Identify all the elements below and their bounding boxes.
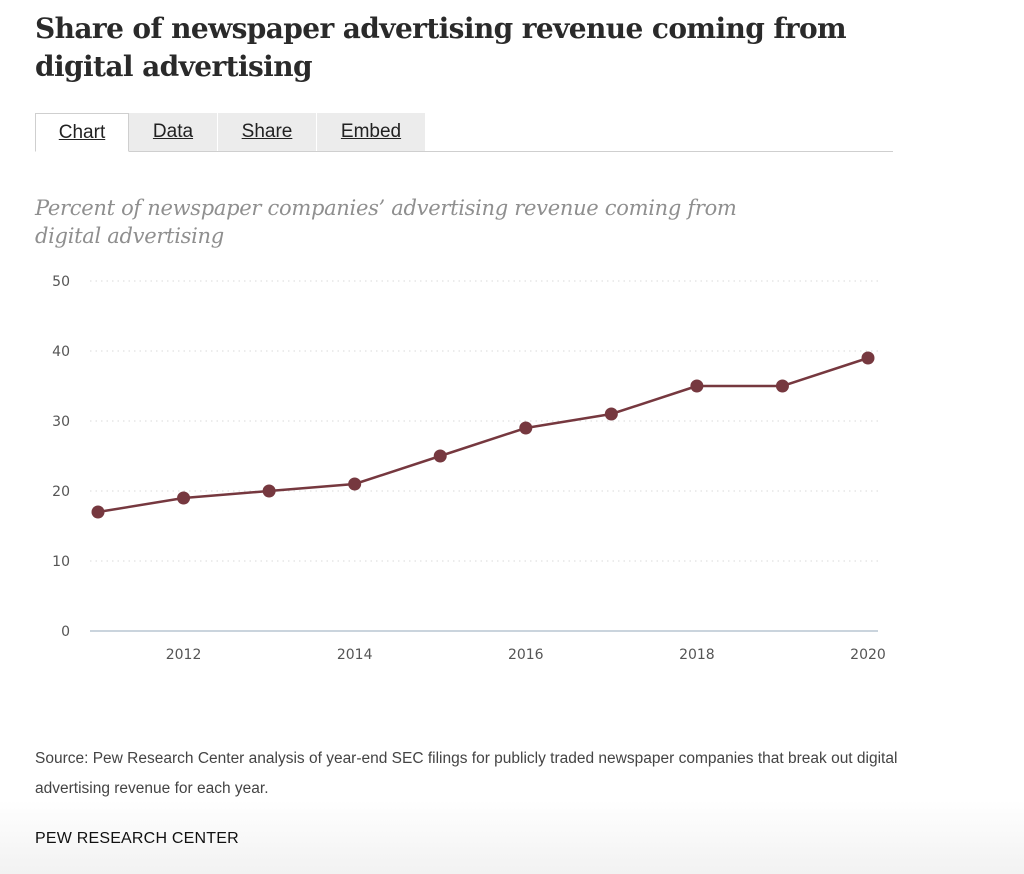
data-point — [519, 421, 533, 435]
tab-embed[interactable]: Embed — [317, 113, 425, 151]
y-tick-label: 10 — [52, 554, 70, 570]
data-point — [348, 477, 362, 491]
tab-data[interactable]: Data — [129, 113, 217, 151]
gridlines — [90, 280, 878, 632]
series — [91, 351, 875, 519]
data-point — [775, 379, 789, 393]
x-tick-label: 2012 — [166, 647, 202, 663]
data-point — [262, 484, 276, 498]
y-tick-label: 50 — [52, 274, 70, 290]
brand-label: PEW RESEARCH CENTER — [35, 830, 239, 847]
data-point — [690, 379, 704, 393]
source-note: Source: Pew Research Center analysis of … — [35, 750, 898, 797]
y-tick-label: 20 — [52, 484, 70, 500]
tab-share[interactable]: Share — [218, 113, 316, 151]
data-point — [433, 449, 447, 463]
series-line — [97, 356, 869, 514]
x-axis: 2012 2014 2016 2018 2020 — [166, 647, 886, 663]
y-tick-label: 40 — [52, 344, 70, 360]
y-tick-label: 0 — [61, 624, 70, 640]
tab-chart[interactable]: Chart — [35, 113, 129, 152]
data-point — [861, 351, 875, 365]
x-tick-label: 2020 — [850, 647, 886, 663]
y-axis: 0 10 20 30 40 50 — [52, 274, 70, 640]
chart-subtitle: Percent of newspaper companies’ advertis… — [35, 196, 737, 248]
data-point — [91, 505, 105, 519]
x-tick-label: 2014 — [337, 647, 373, 663]
chart-title: Share of newspaper advertising revenue c… — [35, 12, 847, 83]
data-point — [177, 491, 191, 505]
x-tick-label: 2016 — [508, 647, 544, 663]
data-point — [604, 407, 618, 421]
x-tick-label: 2018 — [679, 647, 715, 663]
y-tick-label: 30 — [52, 414, 70, 430]
tab-bar: Chart Data Share Embed — [35, 113, 893, 152]
